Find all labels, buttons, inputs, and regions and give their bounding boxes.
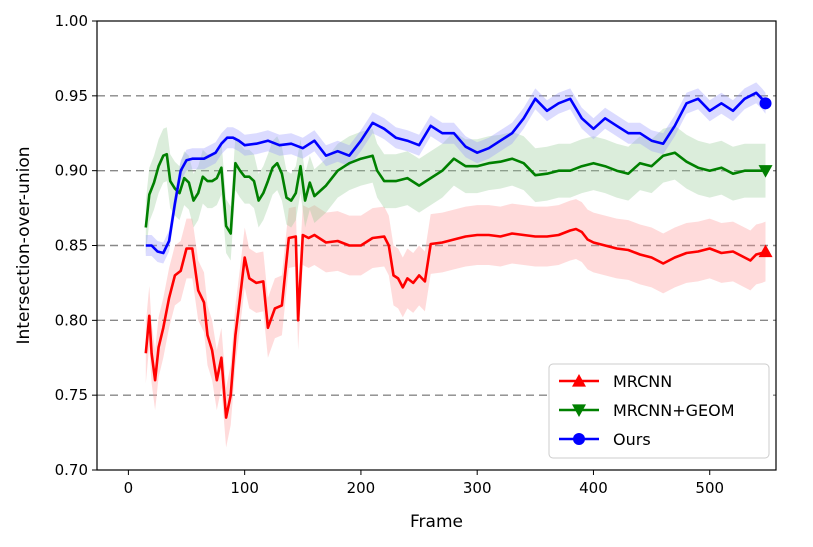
series-end-marker bbox=[759, 97, 772, 110]
series-line-ours bbox=[145, 91, 767, 255]
y-tick-label: 1.00 bbox=[55, 12, 88, 30]
axis-ticks: 0 100 200 300 400 500 0.70 0.75 0.80 0.85 0.90 0.95… bbox=[55, 12, 724, 497]
variance-band bbox=[145, 82, 766, 264]
y-tick-label: 0.75 bbox=[55, 386, 88, 404]
y-axis-label: Intersection-over-union bbox=[14, 147, 34, 345]
series-end-marker bbox=[758, 244, 773, 258]
y-tick-label: 0.85 bbox=[55, 237, 88, 255]
y-tick-label: 0.80 bbox=[55, 311, 88, 329]
y-tick-label: 0.90 bbox=[55, 162, 88, 180]
series-line-mrcnn bbox=[144, 227, 767, 419]
x-tick-label: 200 bbox=[347, 479, 376, 497]
legend-label: MRCNN bbox=[613, 372, 672, 391]
legend-marker bbox=[572, 404, 586, 417]
x-tick-label: 300 bbox=[463, 479, 492, 497]
x-tick-label: 500 bbox=[695, 479, 724, 497]
legend-marker bbox=[573, 433, 585, 445]
series-markers bbox=[758, 97, 773, 258]
x-tick-label: 400 bbox=[579, 479, 608, 497]
series-lines bbox=[144, 91, 767, 419]
legend-label: Ours bbox=[613, 430, 651, 449]
variance-band bbox=[145, 125, 766, 261]
x-tick-label: 100 bbox=[230, 479, 259, 497]
series-end-marker bbox=[758, 165, 773, 178]
legend-label: MRCNN+GEOM bbox=[613, 401, 735, 420]
legend-marker bbox=[572, 374, 586, 387]
legend: MRCNN MRCNN+GEOM Ours bbox=[548, 363, 770, 459]
y-tick-label: 0.95 bbox=[55, 87, 88, 105]
y-tick-label: 0.70 bbox=[55, 461, 88, 479]
x-tick-label: 0 bbox=[124, 479, 134, 497]
x-axis-label: Frame bbox=[410, 512, 463, 532]
legend-box bbox=[548, 363, 770, 459]
series-line-mrcnn-geom bbox=[144, 151, 766, 235]
